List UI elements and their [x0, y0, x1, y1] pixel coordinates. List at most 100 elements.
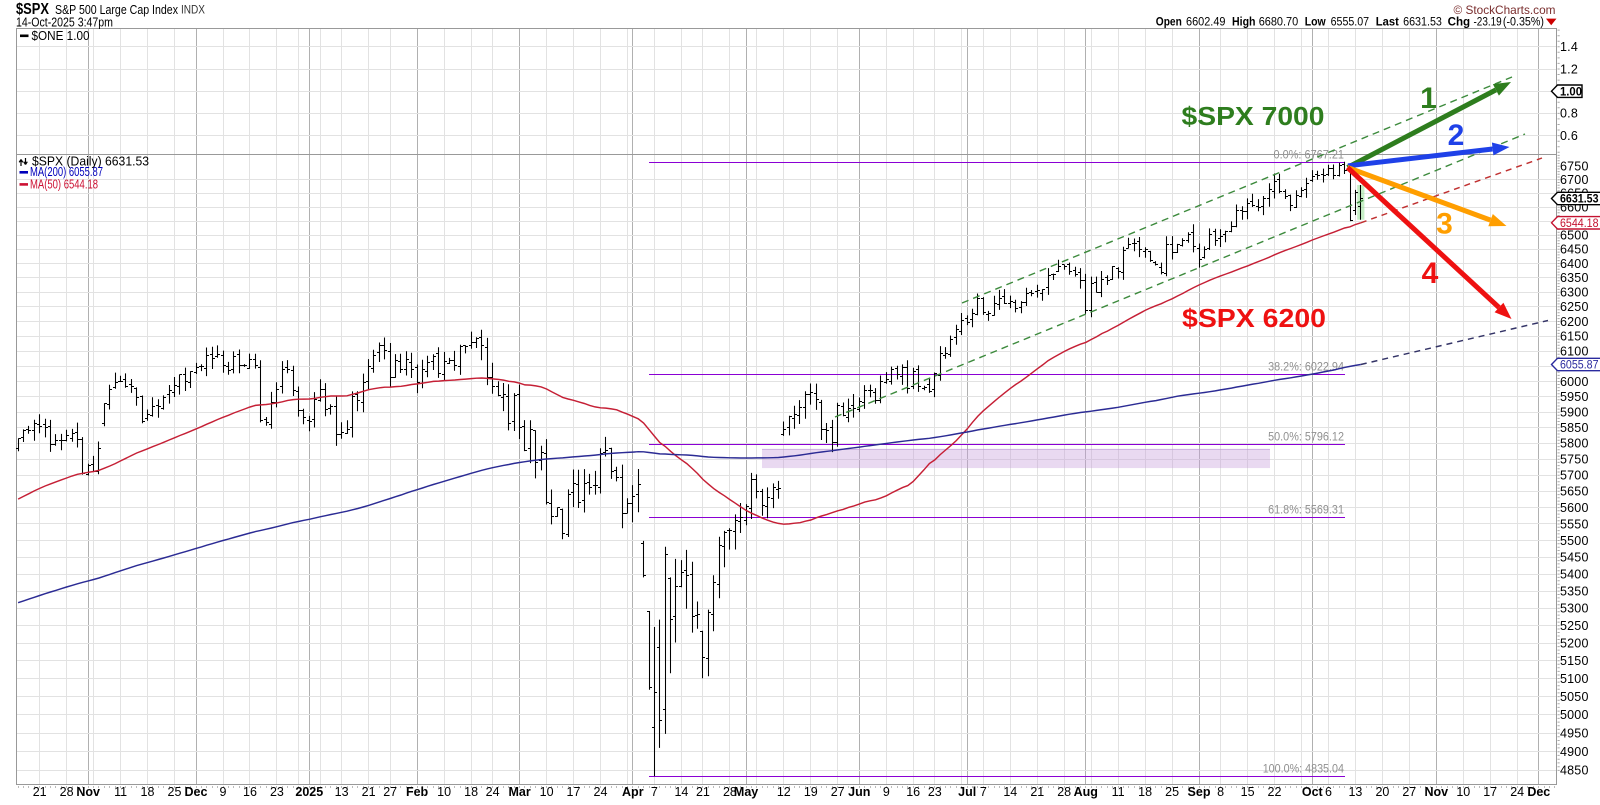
- svg-text:18: 18: [464, 785, 478, 799]
- svg-text:6544.18: 6544.18: [1560, 218, 1599, 230]
- svg-text:5400: 5400: [1560, 567, 1589, 581]
- svg-text:4850: 4850: [1560, 764, 1589, 778]
- svg-text:6100: 6100: [1560, 345, 1589, 359]
- svg-text:5700: 5700: [1560, 469, 1589, 483]
- svg-text:5600: 5600: [1560, 501, 1589, 515]
- svg-text:7: 7: [980, 785, 987, 799]
- svg-text:5350: 5350: [1560, 584, 1589, 598]
- svg-text:20: 20: [1375, 785, 1389, 799]
- svg-text:27: 27: [831, 785, 845, 799]
- svg-text:$ONE 1.00: $ONE 1.00: [32, 29, 90, 43]
- svg-text:24: 24: [1510, 785, 1524, 799]
- svg-text:5750: 5750: [1560, 453, 1589, 467]
- svg-text:100.0%: 4835.04: 100.0%: 4835.04: [1263, 762, 1345, 776]
- svg-text:16: 16: [243, 785, 257, 799]
- svg-text:9: 9: [220, 785, 227, 799]
- svg-text:10: 10: [437, 785, 451, 799]
- svg-text:21: 21: [362, 785, 376, 799]
- svg-text:Sep: Sep: [1188, 785, 1211, 799]
- svg-text:6450: 6450: [1560, 243, 1589, 257]
- svg-text:6000: 6000: [1560, 375, 1589, 389]
- svg-text:24: 24: [486, 785, 500, 799]
- svg-text:May: May: [734, 785, 758, 799]
- svg-text:21: 21: [1030, 785, 1044, 799]
- svg-text:27: 27: [383, 785, 397, 799]
- svg-text:28: 28: [1057, 785, 1071, 799]
- svg-text:25: 25: [168, 785, 182, 799]
- svg-text:23: 23: [928, 785, 942, 799]
- svg-text:4950: 4950: [1560, 726, 1589, 740]
- svg-text:4: 4: [1422, 257, 1439, 290]
- svg-text:21: 21: [696, 785, 710, 799]
- svg-text:2025: 2025: [295, 785, 323, 799]
- svg-text:50.0%: 5796.12: 50.0%: 5796.12: [1268, 430, 1344, 444]
- svg-text:15: 15: [1241, 785, 1255, 799]
- svg-text:14: 14: [674, 785, 688, 799]
- svg-text:Apr: Apr: [622, 785, 644, 799]
- svg-text:5650: 5650: [1560, 485, 1589, 499]
- svg-text:6150: 6150: [1560, 330, 1589, 344]
- svg-text:6250: 6250: [1560, 300, 1589, 314]
- svg-text:14: 14: [1003, 785, 1017, 799]
- svg-text:0.8: 0.8: [1560, 107, 1578, 121]
- svg-text:13: 13: [1348, 785, 1362, 799]
- svg-text:5550: 5550: [1560, 517, 1589, 531]
- svg-text:6350: 6350: [1560, 271, 1589, 285]
- svg-text:25: 25: [1165, 785, 1179, 799]
- svg-text:24: 24: [594, 785, 608, 799]
- svg-text:MA(50) 6544.18: MA(50) 6544.18: [30, 177, 98, 191]
- svg-text:6631.53: 6631.53: [1560, 194, 1599, 206]
- svg-text:Nov: Nov: [76, 785, 100, 799]
- svg-text:8: 8: [1217, 785, 1224, 799]
- svg-text:5200: 5200: [1560, 636, 1589, 650]
- svg-text:6500: 6500: [1560, 228, 1589, 242]
- svg-text:Dec: Dec: [185, 785, 208, 799]
- svg-text:12: 12: [777, 785, 791, 799]
- svg-text:17: 17: [567, 785, 581, 799]
- svg-text:27: 27: [1402, 785, 1416, 799]
- svg-text:10: 10: [1456, 785, 1470, 799]
- svg-text:6200: 6200: [1560, 315, 1589, 329]
- svg-text:5800: 5800: [1560, 437, 1589, 451]
- svg-text:1.00: 1.00: [1560, 86, 1582, 98]
- svg-text:5250: 5250: [1560, 619, 1589, 633]
- svg-text:5000: 5000: [1560, 708, 1589, 722]
- svg-text:Mar: Mar: [508, 785, 530, 799]
- svg-text:7: 7: [651, 785, 658, 799]
- svg-text:$SPX 6200: $SPX 6200: [1182, 303, 1326, 333]
- svg-text:9: 9: [883, 785, 890, 799]
- svg-text:5150: 5150: [1560, 654, 1589, 668]
- svg-text:61.8%: 5569.31: 61.8%: 5569.31: [1268, 503, 1344, 517]
- svg-text:Oct: Oct: [1302, 785, 1324, 799]
- svg-text:5900: 5900: [1560, 406, 1589, 420]
- svg-text:$SPX 7000: $SPX 7000: [1182, 101, 1325, 131]
- svg-text:13: 13: [335, 785, 349, 799]
- svg-text:1: 1: [1420, 82, 1437, 115]
- svg-text:5100: 5100: [1560, 672, 1589, 686]
- svg-text:6055.87: 6055.87: [1560, 360, 1599, 372]
- svg-text:6: 6: [1325, 785, 1332, 799]
- svg-text:Jul: Jul: [958, 785, 976, 799]
- svg-text:6750: 6750: [1560, 160, 1589, 174]
- svg-text:5300: 5300: [1560, 602, 1589, 616]
- svg-text:18: 18: [1138, 785, 1152, 799]
- svg-text:22: 22: [1268, 785, 1282, 799]
- svg-text:0.6: 0.6: [1560, 129, 1578, 143]
- svg-text:6300: 6300: [1560, 286, 1589, 300]
- svg-text:Nov: Nov: [1424, 785, 1448, 799]
- svg-text:4900: 4900: [1560, 745, 1589, 759]
- svg-text:1.4: 1.4: [1560, 40, 1578, 54]
- svg-text:14-Oct-2025 3:47pm: 14-Oct-2025 3:47pm: [16, 16, 113, 30]
- svg-text:38.2%: 6022.94: 38.2%: 6022.94: [1268, 360, 1344, 374]
- svg-text:5500: 5500: [1560, 534, 1589, 548]
- svg-text:2: 2: [1448, 119, 1465, 152]
- svg-text:5050: 5050: [1560, 690, 1589, 704]
- svg-text:19: 19: [804, 785, 818, 799]
- svg-text:5450: 5450: [1560, 551, 1589, 565]
- svg-text:1.2: 1.2: [1560, 62, 1578, 76]
- svg-text:Dec: Dec: [1527, 785, 1550, 799]
- svg-text:Aug: Aug: [1074, 785, 1098, 799]
- svg-text:10: 10: [540, 785, 554, 799]
- svg-text:11: 11: [114, 785, 127, 799]
